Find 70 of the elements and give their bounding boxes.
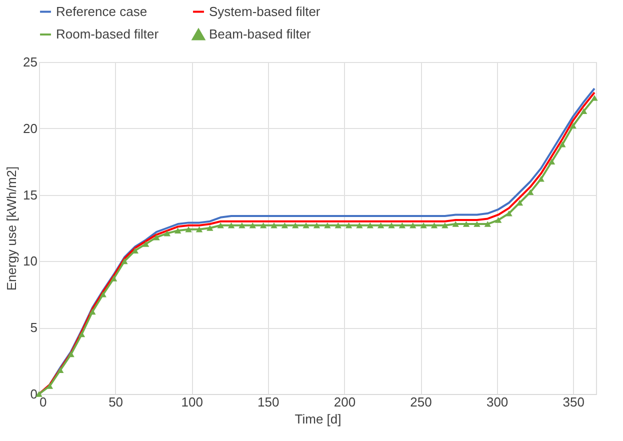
x-tick-label: 0 xyxy=(40,394,47,410)
point xyxy=(89,308,96,315)
point xyxy=(260,222,267,228)
point xyxy=(110,276,118,282)
point xyxy=(142,241,150,247)
x-axis-title: Time [d] xyxy=(294,412,342,426)
point xyxy=(302,222,310,228)
point xyxy=(430,222,438,228)
point xyxy=(68,351,74,358)
point xyxy=(270,222,278,228)
point xyxy=(516,200,524,206)
point xyxy=(420,222,427,228)
point xyxy=(334,222,342,228)
point xyxy=(78,331,86,338)
point xyxy=(324,222,331,228)
y-axis-title: Energy use [kWh/m2] xyxy=(4,166,20,291)
point xyxy=(388,222,395,228)
point xyxy=(100,291,106,298)
point xyxy=(377,222,384,228)
x-tick-label: 50 xyxy=(108,394,124,410)
point xyxy=(580,108,588,114)
y-tick-label: 15 xyxy=(23,187,38,202)
point xyxy=(174,228,182,234)
point xyxy=(494,217,502,223)
point xyxy=(238,222,246,228)
x-tick-label: 100 xyxy=(181,394,203,410)
point xyxy=(164,230,171,236)
y-tick-label: 10 xyxy=(23,254,38,269)
point xyxy=(356,222,363,228)
x-tick-label: 150 xyxy=(258,394,280,410)
x-tick-label: 300 xyxy=(486,394,508,410)
point xyxy=(121,258,128,264)
point xyxy=(462,221,470,227)
point xyxy=(398,222,406,228)
point xyxy=(559,141,566,148)
y-tick-label: 25 xyxy=(23,54,38,70)
x-tick-label: 250 xyxy=(410,394,432,410)
point xyxy=(249,222,256,228)
point xyxy=(506,210,512,216)
point xyxy=(452,221,459,227)
point xyxy=(442,222,448,228)
point xyxy=(292,222,299,228)
x-tick-label: 350 xyxy=(562,394,584,410)
point xyxy=(366,222,374,228)
point xyxy=(538,176,544,182)
point xyxy=(132,248,138,254)
y-tick-label: 20 xyxy=(23,120,38,136)
point xyxy=(196,226,203,232)
point xyxy=(410,222,416,228)
point xyxy=(474,221,480,227)
point xyxy=(570,122,576,129)
point xyxy=(206,225,214,231)
point xyxy=(548,158,556,165)
point xyxy=(153,234,160,240)
point xyxy=(217,222,224,228)
point xyxy=(57,367,64,373)
point xyxy=(185,226,192,232)
legend-label: Beam-based filter xyxy=(209,26,312,42)
x-tick-label: 200 xyxy=(334,394,356,410)
y-tick-label: 5 xyxy=(30,320,38,336)
legend-label: Reference case xyxy=(56,4,148,19)
legend-label: Room-based filter xyxy=(56,26,160,42)
point xyxy=(228,222,235,228)
point xyxy=(484,221,492,227)
point xyxy=(281,222,288,228)
point xyxy=(591,94,598,101)
point xyxy=(313,222,320,228)
point xyxy=(345,222,352,228)
point xyxy=(527,189,534,196)
legend-label: System-based filter xyxy=(209,4,321,19)
